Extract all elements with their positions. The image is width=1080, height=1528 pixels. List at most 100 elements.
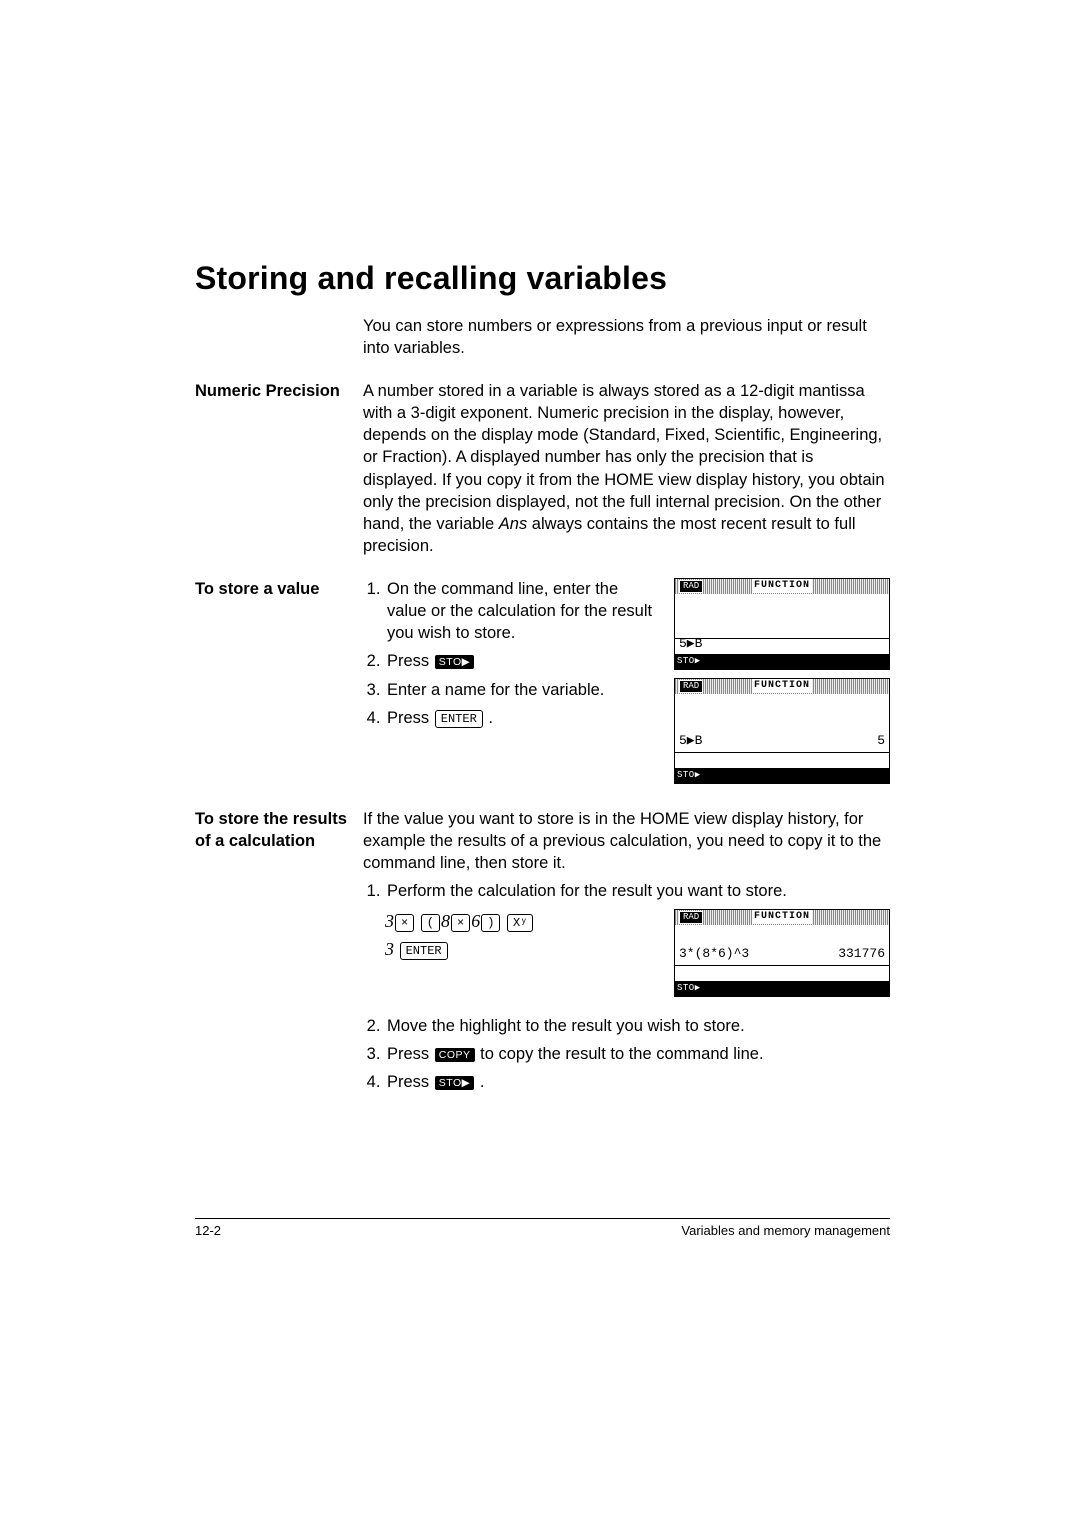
mult-key-icon: ×	[451, 914, 470, 932]
sr-step4-post: .	[480, 1073, 485, 1091]
calc3-hist-left: 3*(8*6)^3	[679, 945, 749, 963]
calc2-screen: 5▶B 5	[675, 694, 889, 752]
store-value-label: To store a value	[195, 578, 363, 600]
sr-calc-col: RAD FUNCTION 3*(8*6)^3 331776 STO▶	[674, 909, 890, 1005]
calc-menu-sto-label: STO▶	[677, 655, 701, 667]
calc2-menubar: STO▶	[675, 768, 889, 783]
page-footer: 12-2 Variables and memory management	[195, 1218, 890, 1238]
calc-screen-1: RAD FUNCTION 5▶B STO▶	[674, 578, 890, 670]
calc-menu-slot	[711, 655, 747, 669]
calc-rad-badge: RAD	[679, 680, 703, 693]
calc-menu-slot	[854, 769, 889, 783]
calc-menu-sto: STO▶	[675, 982, 711, 996]
store-results-label: To store the results of a calculation	[195, 808, 363, 853]
calc3-screen: 3*(8*6)^3 331776	[675, 925, 889, 965]
calc-menu-sto: STO▶	[675, 655, 711, 669]
store-results-intro: If the value you want to store is in the…	[363, 808, 890, 875]
numeric-precision-row: Numeric Precision A number stored in a v…	[195, 380, 890, 564]
sr-step2: Move the highlight to the result you wis…	[385, 1015, 890, 1037]
intro-body: You can store numbers or expressions fro…	[363, 315, 890, 366]
numeric-precision-body: A number stored in a variable is always …	[363, 380, 890, 564]
numeric-precision-para: A number stored in a variable is always …	[363, 380, 890, 558]
calc-menu-slot	[818, 769, 854, 783]
sv-step2: Press STO▶	[385, 650, 660, 672]
sr-d3: 3	[385, 911, 394, 931]
footer-chapter: Variables and memory management	[681, 1223, 890, 1238]
calc-menu-slot	[818, 655, 854, 669]
numeric-precision-label: Numeric Precision	[195, 380, 363, 402]
store-results-row: To store the results of a calculation If…	[195, 808, 890, 1100]
calc3-editline	[675, 965, 889, 981]
intro-row: You can store numbers or expressions fro…	[195, 315, 890, 366]
calc-function-label: FUNCTION	[752, 579, 812, 593]
calc2-titlebar: RAD FUNCTION	[675, 679, 889, 694]
calc2-hist-left: 5▶B	[679, 732, 702, 750]
calc-menu-sto-label: STO▶	[677, 769, 701, 781]
store-value-steps: On the command line, enter the value or …	[363, 578, 660, 730]
sr-d6: 6	[471, 911, 480, 931]
calc-function-label: FUNCTION	[752, 679, 812, 693]
calc-menu-slot	[747, 769, 783, 783]
store-results-body: If the value you want to store is in the…	[363, 808, 890, 1100]
section-title: Storing and recalling variables	[195, 260, 890, 297]
calc-menu-sto: STO▶	[675, 769, 711, 783]
calc-rad-badge: RAD	[679, 580, 703, 593]
mult-key-icon: ×	[395, 914, 414, 932]
sv-step2-text: Press	[387, 652, 434, 670]
store-value-twocol: On the command line, enter the value or …	[363, 578, 890, 792]
sv-step4: Press ENTER .	[385, 707, 660, 729]
store-value-screens-col: RAD FUNCTION 5▶B STO▶	[674, 578, 890, 792]
calc1-screen	[675, 594, 889, 638]
calc1-titlebar: RAD FUNCTION	[675, 579, 889, 594]
enter-key-icon: ENTER	[400, 942, 448, 960]
calc1-editline: 5▶B	[675, 638, 889, 654]
store-value-body: On the command line, enter the value or …	[363, 578, 890, 792]
np-ans-italic: Ans	[499, 515, 527, 533]
calc-rad-badge: RAD	[679, 911, 703, 924]
store-value-row: To store a value On the command line, en…	[195, 578, 890, 792]
sr-step4-pre: Press	[387, 1073, 434, 1091]
lparen-key-icon: (	[421, 914, 440, 932]
sr-step1-content: 3× (8×6) Xʸ 3 ENTER RAD FUNCTION	[385, 909, 890, 1005]
calc-menu-slot	[747, 982, 783, 996]
footer-page-number: 12-2	[195, 1223, 221, 1238]
sr-expression: 3× (8×6) Xʸ 3 ENTER	[385, 909, 660, 1005]
xy-key-icon: Xʸ	[507, 914, 533, 932]
calc1-edit-text: 5▶B	[679, 635, 702, 653]
calc-menu-slot	[782, 769, 818, 783]
sv-step4-text: Press	[387, 709, 434, 727]
calc-menu-sto-label: STO▶	[677, 982, 701, 994]
store-results-steps: Perform the calculation for the result y…	[363, 880, 890, 902]
sr-expr-line2: 3 ENTER	[385, 937, 660, 961]
calc2-hist-right: 5	[877, 732, 885, 750]
sr-step3: Press COPY to copy the result to the com…	[385, 1043, 890, 1065]
calc-menu-slot	[711, 769, 747, 783]
calc-menu-slot	[854, 655, 889, 669]
calc3-hist-right: 331776	[838, 945, 885, 963]
calc-function-label: FUNCTION	[752, 910, 812, 924]
calc3-titlebar: RAD FUNCTION	[675, 910, 889, 925]
store-value-steps-col: On the command line, enter the value or …	[363, 578, 660, 792]
enter-key-icon: ENTER	[435, 710, 483, 728]
sr-expr-line1: 3× (8×6) Xʸ	[385, 909, 660, 933]
sto-key-icon: STO▶	[435, 1076, 474, 1090]
store-results-steps-cont: Move the highlight to the result you wis…	[363, 1015, 890, 1094]
sr-step3-pre: Press	[387, 1045, 434, 1063]
calc1-menubar: STO▶	[675, 654, 889, 669]
calc-menu-slot	[782, 655, 818, 669]
page-root: Storing and recalling variables You can …	[0, 0, 1080, 1528]
sr-step4: Press STO▶ .	[385, 1071, 890, 1093]
intro-text: You can store numbers or expressions fro…	[363, 315, 890, 360]
calc-menu-slot	[782, 982, 818, 996]
sr-d3b: 3	[385, 939, 394, 959]
sto-key-icon: STO▶	[435, 655, 474, 669]
calc-screen-2: RAD FUNCTION 5▶B 5 STO▶	[674, 678, 890, 784]
np-part1: A number stored in a variable is always …	[363, 382, 885, 534]
rparen-key-icon: )	[481, 914, 500, 932]
calc-menu-slot	[818, 982, 854, 996]
sv-step1: On the command line, enter the value or …	[385, 578, 660, 645]
calc-screen-3: RAD FUNCTION 3*(8*6)^3 331776 STO▶	[674, 909, 890, 997]
calc3-menubar: STO▶	[675, 981, 889, 996]
calc-menu-slot	[747, 655, 783, 669]
sr-step1: Perform the calculation for the result y…	[385, 880, 890, 902]
